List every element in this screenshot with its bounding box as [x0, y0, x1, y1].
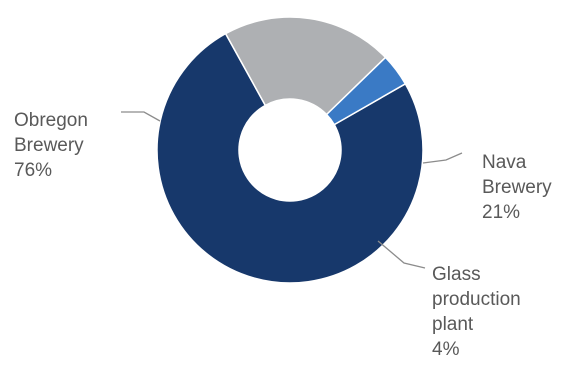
- slice-label-line: production: [432, 289, 521, 310]
- slice-percent: 4%: [432, 339, 460, 360]
- slice-percent: 21%: [482, 202, 521, 223]
- slice-label-nava-brewery: Nava Brewery 21%: [482, 150, 552, 225]
- leader-line-obregon-brewery: [121, 111, 161, 122]
- leader-line-glass-production-plant: [377, 240, 426, 269]
- slice-label-line: Nava: [482, 152, 527, 173]
- leader-line-nava-brewery: [422, 152, 463, 164]
- slice-label-line: plant: [432, 314, 474, 335]
- donut-slices: [156, 16, 424, 284]
- slice-label-line: Brewery: [482, 177, 552, 198]
- slice-glass-production-plant: [325, 56, 407, 126]
- leader-lines: [121, 111, 463, 269]
- slice-label-obregon-brewery: Obregon Brewery 76%: [14, 108, 88, 183]
- slice-label-glass-production-plant: Glass production plant 4%: [432, 262, 521, 362]
- slice-nava-brewery: [224, 16, 387, 116]
- slice-percent: 76%: [14, 160, 53, 181]
- slice-label-line: Obregon: [14, 110, 88, 131]
- slice-label-line: Brewery: [14, 135, 84, 156]
- slice-obregon-brewery: [156, 32, 424, 284]
- slice-label-line: Glass: [432, 264, 481, 285]
